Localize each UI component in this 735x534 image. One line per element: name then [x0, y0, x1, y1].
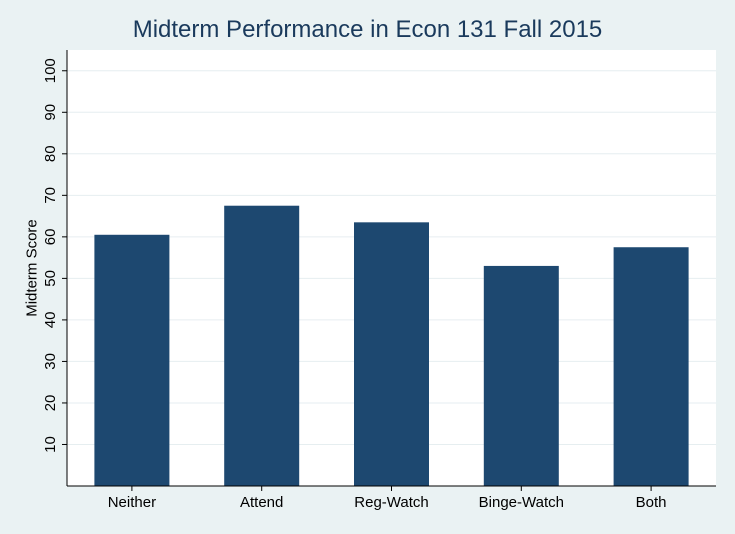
- x-tick-label: Reg-Watch: [354, 494, 428, 511]
- y-tick-label: 60: [42, 229, 59, 246]
- y-tick-label: 30: [42, 353, 59, 370]
- y-tick-label: 20: [42, 395, 59, 412]
- y-tick-label: 80: [42, 145, 59, 162]
- x-tick-label: Binge-Watch: [479, 494, 564, 511]
- chart-title: Midterm Performance in Econ 131 Fall 201…: [132, 16, 603, 43]
- y-tick-label: 100: [42, 58, 59, 83]
- x-tick-label: Neither: [108, 494, 156, 511]
- y-tick-label: 10: [42, 436, 59, 453]
- x-tick-label: Both: [636, 494, 667, 511]
- bar-binge-watch: [483, 265, 559, 486]
- y-tick-label: 90: [42, 104, 59, 121]
- y-tick-label: 70: [42, 187, 59, 204]
- y-tick-label: 40: [42, 312, 59, 329]
- bar-attend: [224, 205, 300, 486]
- y-tick-label: 50: [42, 270, 59, 287]
- x-tick-label: Attend: [240, 494, 283, 511]
- bar-neither: [94, 234, 170, 486]
- bar-reg-watch: [354, 222, 429, 487]
- bar-both: [613, 247, 689, 486]
